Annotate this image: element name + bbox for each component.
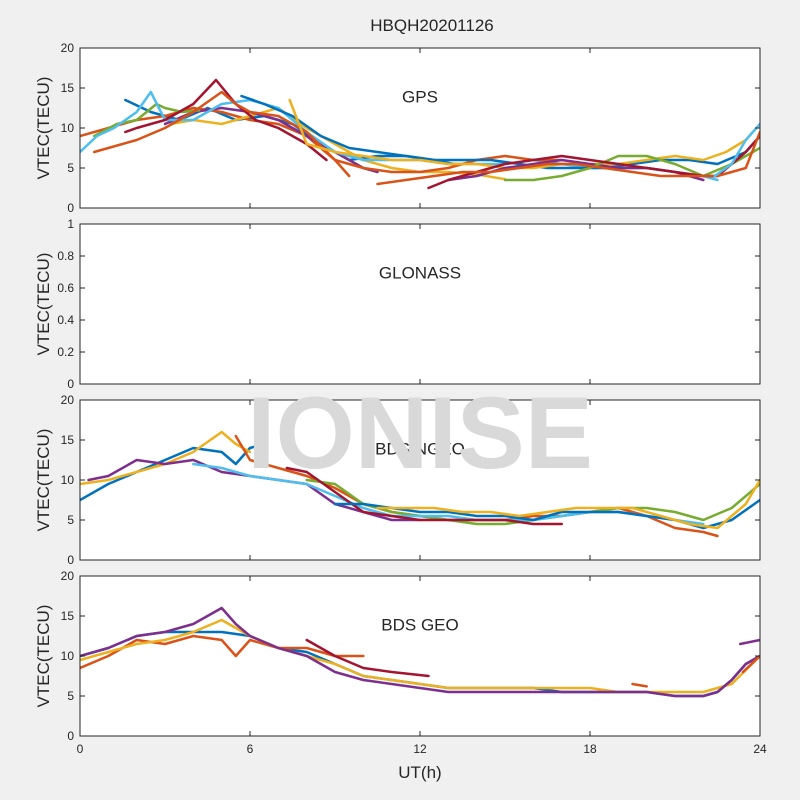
- x-tick-label: 6: [247, 742, 254, 756]
- axes-background: [80, 48, 760, 208]
- y-tick-label: 10: [61, 473, 75, 487]
- series-line-5: [305, 638, 430, 678]
- figure-title: HBQH20201126: [370, 16, 494, 35]
- y-axis-label: VTEC(TECU): [34, 77, 53, 180]
- series-line-2: [80, 634, 365, 670]
- series-line-4: [163, 106, 379, 174]
- panel-annotation: BDS NGEO: [375, 439, 465, 458]
- series-line-4: [80, 606, 760, 698]
- y-tick-label: 0: [67, 377, 74, 391]
- y-tick-label: 0: [67, 729, 74, 743]
- series-group: [80, 430, 760, 538]
- y-axis-label: VTEC(TECU): [34, 253, 53, 356]
- series-line-3: [169, 106, 507, 181]
- y-tick-label: 5: [67, 689, 74, 703]
- axes-background: [80, 224, 760, 384]
- x-tick-label: 24: [753, 742, 767, 756]
- panel-1: 0 5 10 15 20 VTEC(TECU) GPS: [34, 41, 761, 215]
- axes-background: [80, 576, 760, 736]
- x-tick-label: 18: [583, 742, 597, 756]
- panels: 0 5 10 15 20 VTEC(TECU) GPS 0 0.2 0.4 0.6 0.8 1 VTEC(…: [34, 41, 767, 756]
- series-line-10: [288, 98, 760, 170]
- series-line-12: [503, 146, 760, 182]
- panel-annotation: GLONASS: [379, 263, 461, 282]
- series-group: [80, 78, 760, 190]
- y-tick-label: 0.2: [57, 345, 74, 359]
- y-tick-label: 0: [67, 553, 74, 567]
- series-line-14: [376, 130, 760, 186]
- y-tick-label: 10: [61, 121, 75, 135]
- y-tick-label: 0.8: [57, 249, 74, 263]
- series-line-7: [285, 466, 563, 526]
- y-tick-label: 15: [61, 433, 75, 447]
- x-tick-label: 0: [77, 742, 84, 756]
- y-axis-label: VTEC(TECU): [34, 605, 53, 708]
- panel-4: 0 5 10 15 20 0 6 12 18 24 VTEC(TECU) BDS GEO: [34, 569, 767, 756]
- series-line-6: [631, 682, 648, 688]
- y-tick-label: 0.4: [57, 313, 74, 327]
- y-tick-label: 20: [61, 393, 75, 407]
- panel-annotation: BDS GEO: [381, 615, 458, 634]
- series-line-8: [741, 654, 760, 674]
- y-tick-label: 5: [67, 513, 74, 527]
- series-line-2: [80, 430, 252, 486]
- y-tick-label: 0.6: [57, 281, 74, 295]
- panel-2: 0 0.2 0.4 0.6 0.8 1 VTEC(TECU) GLONASS: [34, 217, 761, 391]
- series-line-15: [713, 122, 760, 178]
- y-tick-label: 20: [61, 569, 75, 583]
- y-tick-label: 15: [61, 81, 75, 95]
- y-tick-label: 1: [67, 217, 74, 231]
- y-tick-label: 10: [61, 649, 75, 663]
- series-line-9: [240, 94, 760, 170]
- y-axis-label: VTEC(TECU): [34, 429, 53, 532]
- panel-3: 0 5 10 15 20 VTEC(TECU) BDS NGEO: [34, 393, 761, 567]
- series-line-7: [124, 78, 328, 162]
- series-line-7: [738, 638, 760, 646]
- panel-annotation: GPS: [402, 87, 438, 106]
- y-tick-label: 5: [67, 161, 74, 175]
- y-tick-label: 15: [61, 609, 75, 623]
- x-tick-label: 12: [413, 742, 427, 756]
- y-tick-label: 0: [67, 201, 74, 215]
- axes-background: [80, 400, 760, 560]
- watermark: IONISE: [247, 376, 593, 490]
- series-group: [80, 606, 760, 698]
- series-line-9: [376, 478, 760, 530]
- x-axis-label: UT(h): [398, 763, 441, 782]
- y-tick-label: 20: [61, 41, 75, 55]
